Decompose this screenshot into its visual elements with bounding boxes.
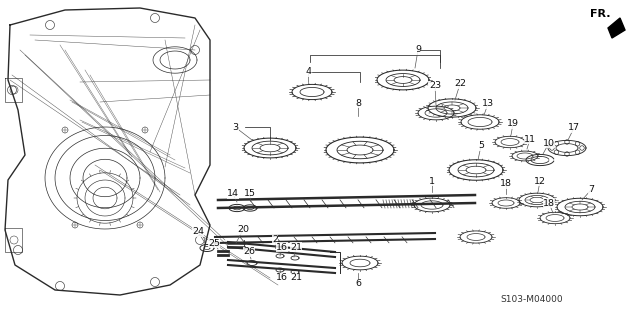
Text: S103-M04000: S103-M04000 <box>500 295 563 305</box>
Text: 7: 7 <box>588 186 594 195</box>
Text: 24: 24 <box>192 227 204 236</box>
Text: 16: 16 <box>276 242 288 251</box>
Text: 4: 4 <box>305 68 311 77</box>
Text: 2: 2 <box>272 235 278 244</box>
Text: 18: 18 <box>500 180 512 189</box>
Text: 16: 16 <box>276 273 288 283</box>
Text: 21: 21 <box>290 273 302 283</box>
Text: 5: 5 <box>478 142 484 151</box>
Text: 10: 10 <box>543 138 555 147</box>
Text: FR.: FR. <box>589 9 611 19</box>
Text: 6: 6 <box>355 279 361 288</box>
Text: 23: 23 <box>429 81 441 91</box>
Text: 20: 20 <box>237 226 249 234</box>
Text: 25: 25 <box>208 239 220 248</box>
Text: 13: 13 <box>482 100 494 108</box>
Text: 8: 8 <box>355 99 361 108</box>
Text: 19: 19 <box>507 120 519 129</box>
Text: 17: 17 <box>568 123 580 132</box>
Text: 15: 15 <box>244 189 256 197</box>
Text: 18: 18 <box>543 198 555 207</box>
Text: 14: 14 <box>227 189 239 198</box>
Text: 9: 9 <box>415 46 421 55</box>
Text: 21: 21 <box>290 242 302 251</box>
Text: 12: 12 <box>534 176 546 186</box>
Text: 22: 22 <box>454 79 466 88</box>
Text: 11: 11 <box>524 135 536 144</box>
Polygon shape <box>608 18 625 38</box>
Text: 26: 26 <box>243 248 255 256</box>
Text: 3: 3 <box>232 122 238 131</box>
Text: 1: 1 <box>429 176 435 186</box>
